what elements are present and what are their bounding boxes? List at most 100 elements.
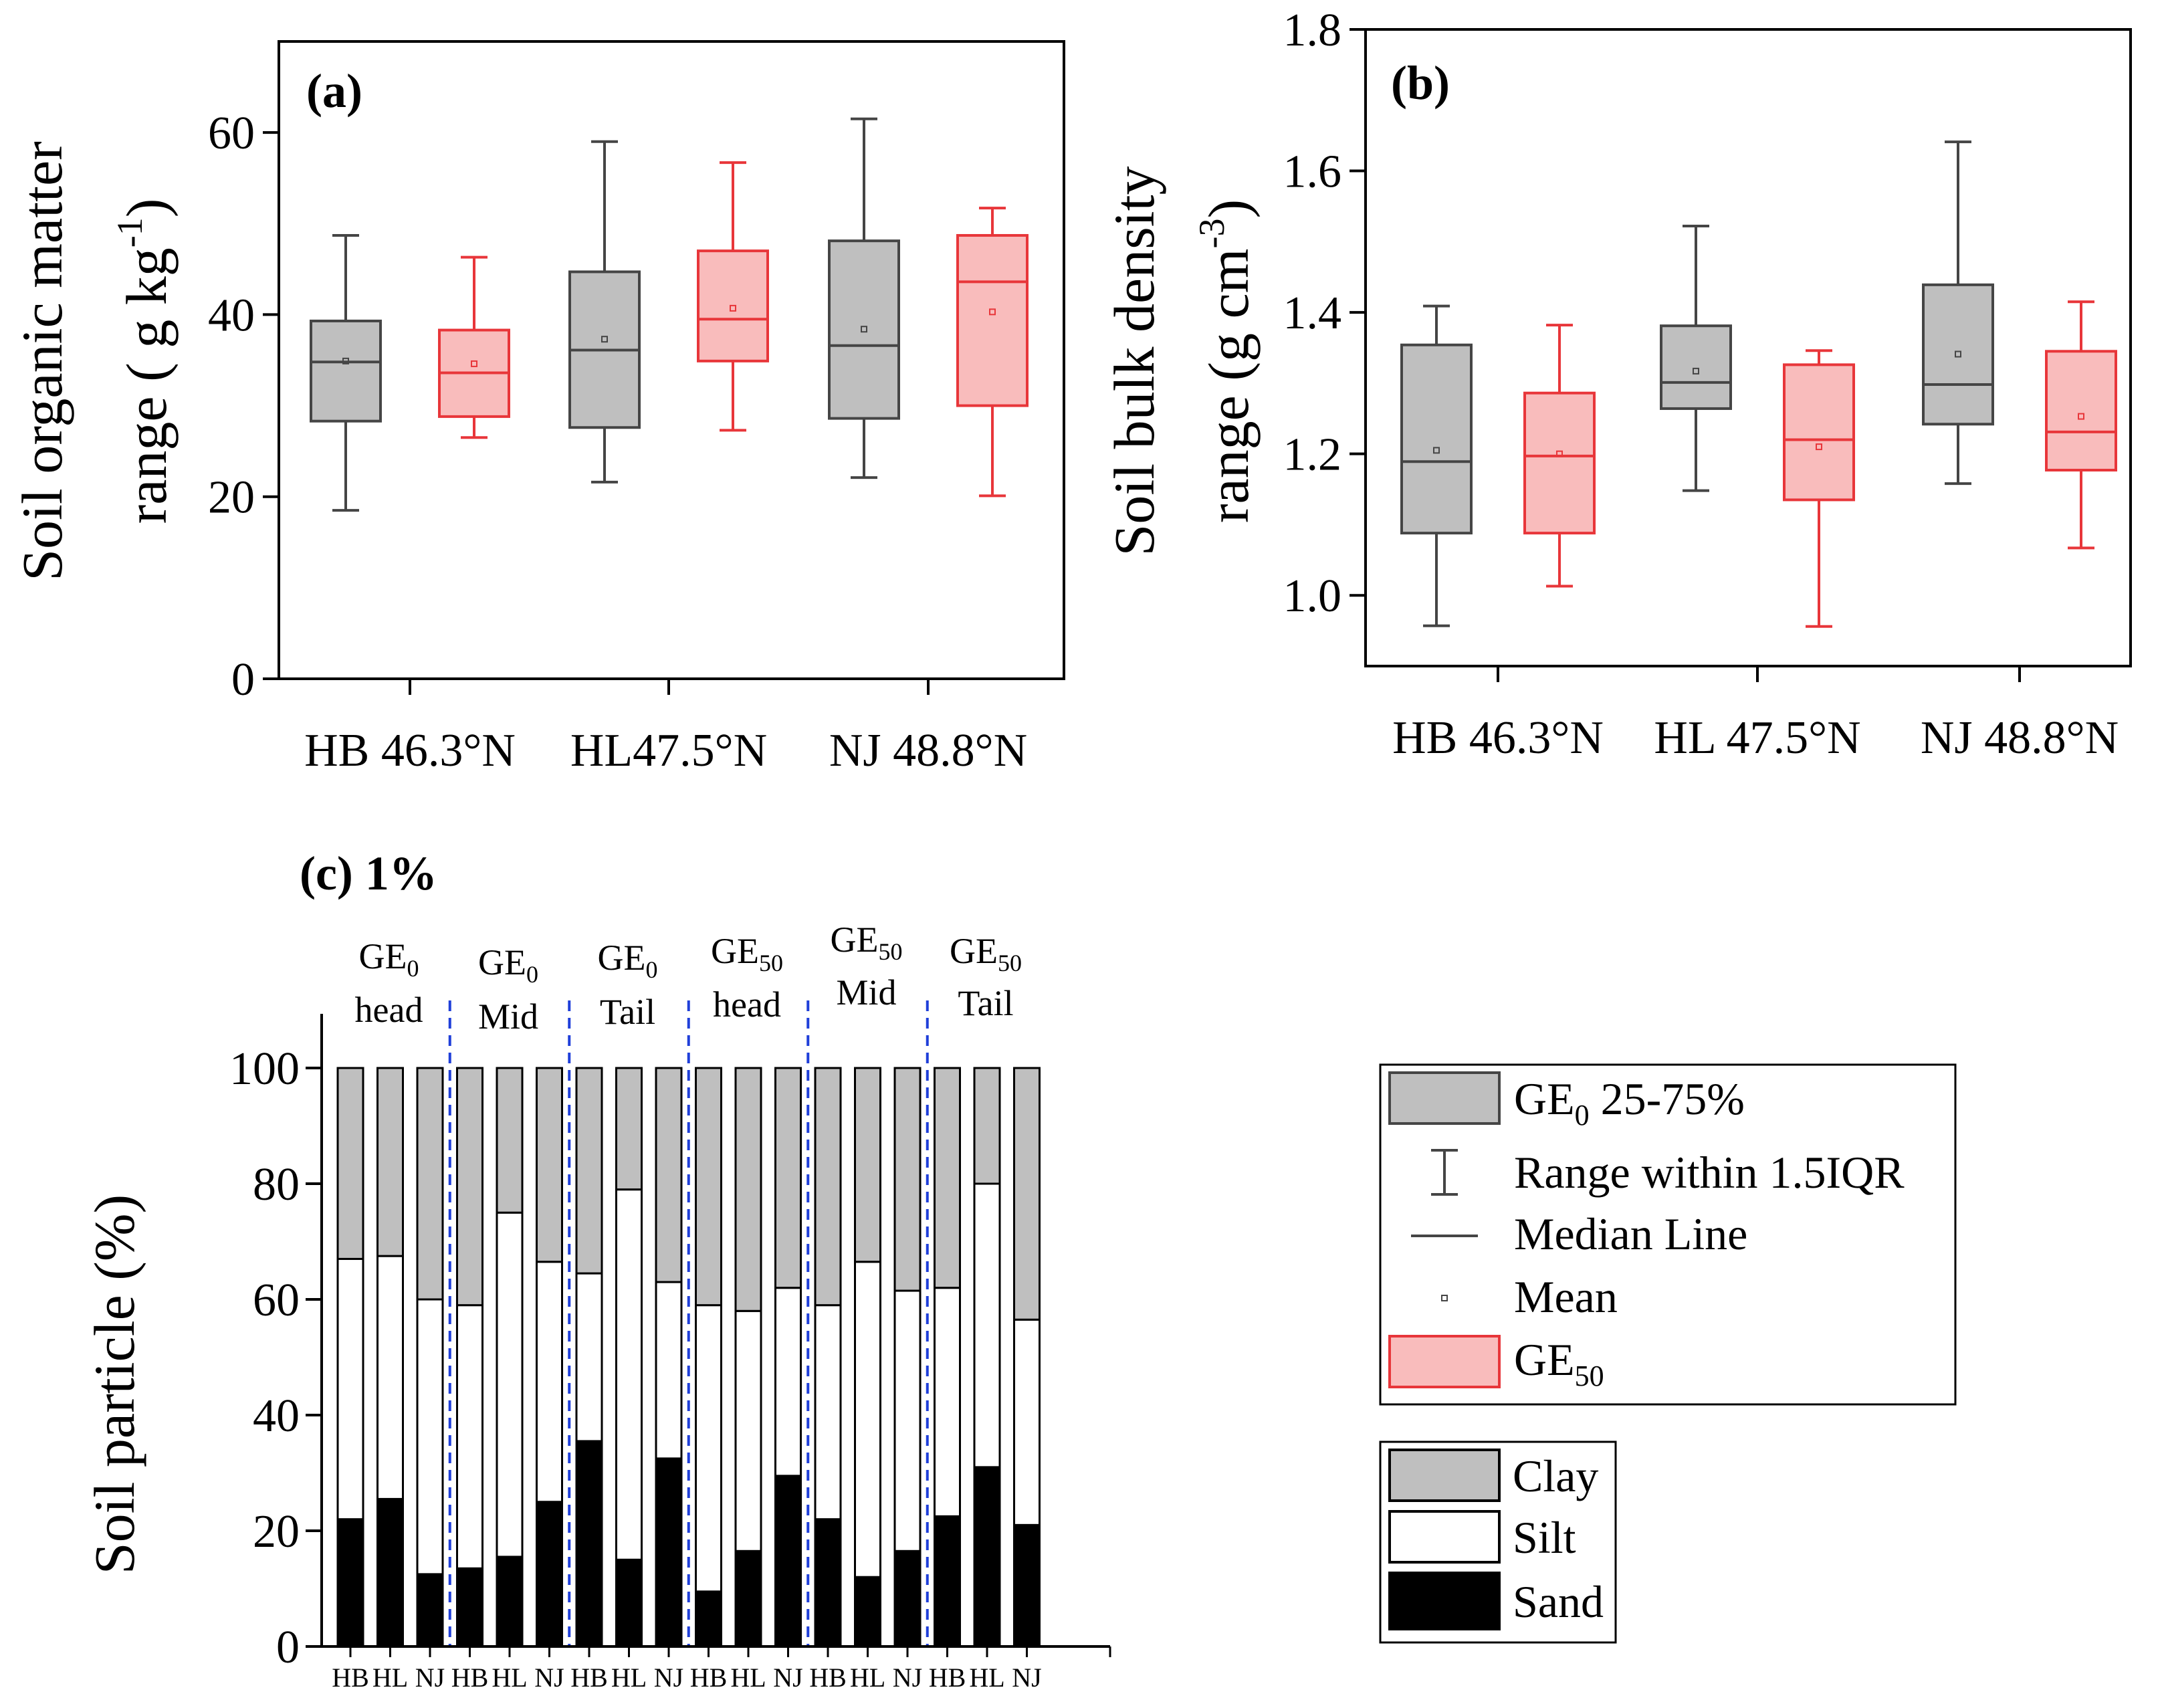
c-bar-silt (615, 1188, 643, 1561)
panel-b-y-label-line2: range (g cm-3) (1192, 199, 1261, 523)
panel-c-y-axis: 0 20 40 60 80 100 (229, 1043, 322, 1673)
iqr-box (1783, 363, 1855, 502)
legend-silt-swatch (1388, 1510, 1501, 1564)
c-x-tick-label: HL (730, 1663, 766, 1693)
legend-median-label: Median Line (1514, 1208, 1747, 1259)
c-bar-sand (376, 1497, 404, 1648)
panel-c-dividers (448, 1000, 929, 1646)
panel-b-y-label-unit: range (g cm (1196, 248, 1261, 523)
panel-b-plot-frame (1364, 28, 2132, 667)
c-bar-sand (934, 1515, 961, 1648)
c-group-label-name: GE50 (831, 920, 903, 965)
legend-ge50-base: GE (1514, 1334, 1575, 1385)
iqr-box (828, 239, 900, 420)
c-group-label-name: GE50 (950, 931, 1022, 976)
legend-boxplot: GE0 25-75% Range within 1.5IQR Median Li… (1379, 1063, 1957, 1406)
c-group-label-sub: 0 (526, 961, 538, 988)
iqr-box (310, 319, 382, 423)
a-x-tick-label: HL47.5°N (570, 725, 767, 776)
legend-range-icon (1431, 1149, 1458, 1196)
iqr-box (1400, 343, 1473, 535)
c-bar-clay (854, 1067, 881, 1263)
mean-marker (342, 357, 349, 364)
c-x-tick-label: NJ (415, 1663, 445, 1693)
c-bar-clay (695, 1067, 722, 1307)
c-x-tick-label: HB (809, 1663, 847, 1693)
c-group-label-base: GE (950, 931, 998, 971)
panel-b-soil-bulk-density: (b) 1.0 1.2 1.4 1.6 1.8 HB 46.3°N HL 47.5°N NJ… (1102, 5, 2132, 764)
a-box-ge0 (828, 117, 900, 479)
mean-marker (861, 326, 867, 333)
c-bar-sand (814, 1518, 842, 1648)
mean-marker (1816, 443, 1822, 451)
c-group-label-base: GE (598, 938, 646, 978)
c-bar-sand (774, 1475, 802, 1648)
c-y-tick-label: 0 (276, 1622, 300, 1673)
panel-b-x-axis: HB 46.3°N HL 47.5°N NJ 48.8°N (1392, 666, 2119, 764)
c-bar-sand (416, 1573, 444, 1648)
panel-c-soil-particle: (c) 1% GE0headGE0MidGE0TailGE50headGE50M… (82, 847, 1111, 1693)
c-bar-silt (734, 1309, 762, 1552)
a-y-tick-label: 20 (208, 472, 255, 524)
c-y-tick-label: 100 (229, 1043, 300, 1095)
c-group-label-base: GE (831, 920, 879, 960)
panel-a-boxes (310, 117, 1029, 512)
c-bar-sand (734, 1550, 762, 1648)
panel-a-soil-organic-matter: (a) 0 20 40 60 HB 46.3°N HL47.5°N NJ 48.8°N S… (10, 40, 1065, 776)
c-group-label-base: GE (478, 942, 526, 982)
c-bar-clay (774, 1067, 802, 1289)
c-group-label-name: GE50 (711, 931, 783, 976)
c-bar-clay (456, 1067, 483, 1307)
panel-a-y-label-sup: -1 (110, 217, 150, 247)
mean-marker (730, 304, 736, 312)
c-bar-silt (1013, 1318, 1041, 1526)
a-y-tick-label: 60 (208, 108, 255, 159)
legend-ge0-label: GE0 25-75% (1514, 1073, 1745, 1132)
c-bar-sand (336, 1518, 364, 1648)
b-x-tick-label: HL 47.5°N (1654, 712, 1860, 764)
c-group-label-position: Mid (836, 972, 896, 1012)
c-bar-clay (734, 1067, 762, 1312)
b-x-tick-label: NJ 48.8°N (1921, 712, 2119, 764)
c-y-tick-label: 80 (253, 1159, 300, 1210)
legend-mean-icon (1441, 1295, 1448, 1301)
legend-sand-label: Sand (1513, 1576, 1604, 1627)
c-group-label-sub: 50 (878, 938, 902, 965)
panel-a-title: (a) (306, 64, 362, 118)
panel-a-y-label-line1: Soil organic matter (10, 141, 74, 581)
iqr-box (1660, 324, 1732, 410)
b-y-tick-label: 1.2 (1283, 429, 1342, 481)
iqr-box (1523, 391, 1596, 535)
panel-c-bars (336, 1067, 1041, 1648)
legend-ge50-swatch (1388, 1335, 1501, 1388)
c-group-label-base: GE (711, 931, 759, 971)
b-y-tick-label: 1.8 (1283, 5, 1342, 56)
c-bar-sand (615, 1558, 643, 1648)
c-x-tick-label: HL (850, 1663, 885, 1693)
a-box-ge0 (568, 140, 641, 484)
c-x-tick-label: HB (690, 1663, 728, 1693)
c-bar-sand (496, 1556, 524, 1648)
c-bar-sand (1013, 1523, 1041, 1648)
legend-range-label: Range within 1.5IQR (1514, 1147, 1905, 1198)
panel-a-x-axis: HB 46.3°N HL47.5°N NJ 48.8°N (304, 679, 1027, 776)
a-box-ge50 (438, 255, 510, 439)
c-y-tick-label: 20 (253, 1506, 300, 1558)
c-bar-clay (336, 1067, 364, 1260)
c-bar-clay (655, 1067, 683, 1283)
c-x-tick-label: HB (929, 1663, 966, 1693)
legend-ge0-base: GE (1514, 1073, 1575, 1124)
c-x-tick-label: HB (570, 1663, 608, 1693)
c-bar-silt (376, 1255, 404, 1500)
panel-a-y-label-end: ) (114, 199, 179, 218)
iqr-box (956, 233, 1029, 407)
panel-a-y-label-line2: range ( g kg-1) (110, 199, 179, 524)
c-bar-clay (814, 1067, 842, 1307)
c-group-label-position: Tail (958, 983, 1013, 1023)
panel-b-y-label-line1: Soil bulk density (1102, 167, 1166, 556)
panel-a-plot-frame (278, 40, 1065, 680)
legend-ge0-rest: 25-75% (1590, 1073, 1745, 1124)
b-box-ge50 (1783, 349, 1855, 628)
a-x-tick-label: HB 46.3°N (304, 725, 516, 776)
